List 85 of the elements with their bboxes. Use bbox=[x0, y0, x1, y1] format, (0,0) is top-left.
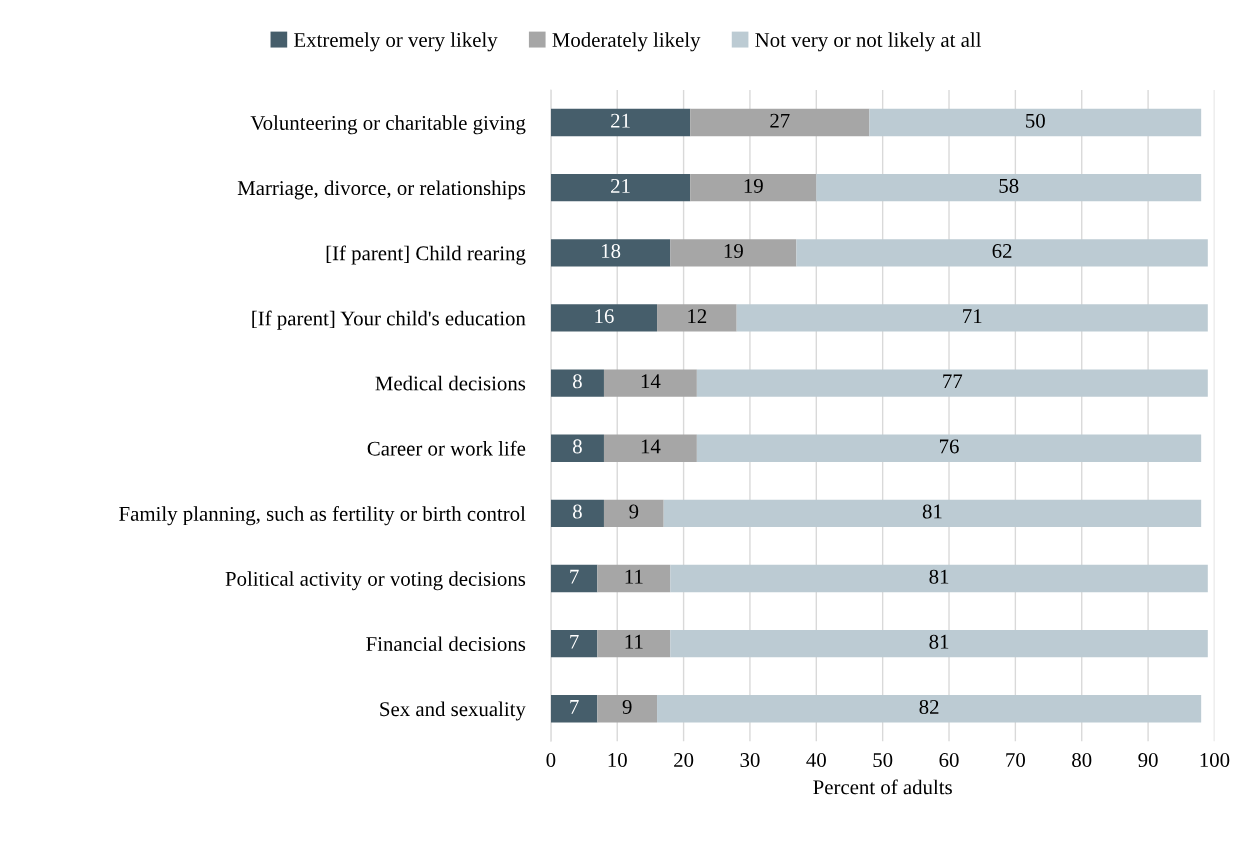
bar bbox=[603, 434, 697, 462]
bar bbox=[869, 108, 1202, 137]
bar bbox=[550, 629, 598, 658]
x-tick-label: 90 bbox=[1138, 753, 1158, 768]
x-tick-label: 30 bbox=[740, 753, 760, 768]
x-tick-label: 60 bbox=[939, 753, 959, 768]
x-tick-label: 80 bbox=[1072, 753, 1092, 768]
bar bbox=[670, 629, 1208, 658]
y-tick-label: Political activity or voting decisions bbox=[225, 571, 526, 591]
x-tick-label: 100 bbox=[1200, 753, 1230, 768]
data-label: 14 bbox=[641, 374, 661, 389]
data-label: 82 bbox=[919, 699, 939, 714]
data-label: 21 bbox=[611, 113, 630, 128]
bar bbox=[657, 695, 1202, 723]
data-label: 7 bbox=[570, 569, 579, 584]
y-tick-label: Family planning, such as fertility or birth control bbox=[119, 506, 526, 526]
bar bbox=[550, 174, 691, 202]
bar bbox=[550, 564, 598, 593]
bar bbox=[696, 434, 1202, 462]
x-tick-label: 0 bbox=[546, 753, 556, 768]
x-tick-label: 70 bbox=[1006, 753, 1025, 768]
y-tick-label: [If parent] Your child's education bbox=[252, 310, 526, 330]
bar bbox=[603, 369, 697, 397]
data-label: 81 bbox=[929, 569, 949, 584]
bar bbox=[550, 434, 604, 462]
data-label: 8 bbox=[573, 504, 582, 519]
data-label: 58 bbox=[999, 178, 1019, 193]
data-label: 8 bbox=[573, 374, 582, 389]
bar bbox=[550, 369, 604, 397]
bar bbox=[550, 499, 604, 528]
y-tick-label: Career or work life bbox=[367, 440, 526, 456]
data-label: 81 bbox=[922, 504, 942, 519]
bar bbox=[796, 239, 1208, 267]
bar bbox=[670, 239, 797, 267]
bar bbox=[550, 695, 598, 723]
bar bbox=[597, 564, 671, 593]
data-label: 62 bbox=[992, 244, 1012, 259]
legend-label: Extremely or very likely bbox=[294, 32, 498, 52]
bar bbox=[690, 108, 870, 137]
x-tick-label: 20 bbox=[674, 753, 694, 768]
bar bbox=[696, 369, 1208, 397]
bar bbox=[603, 499, 664, 528]
data-label: 7 bbox=[570, 634, 579, 649]
data-label: 77 bbox=[943, 374, 963, 389]
x-tick-label: 10 bbox=[608, 753, 627, 768]
bar bbox=[663, 499, 1202, 528]
y-tick-label: Volunteering or charitable giving bbox=[250, 115, 526, 135]
x-tick-label: 40 bbox=[806, 753, 826, 768]
data-label: 11 bbox=[625, 634, 643, 649]
bar bbox=[657, 304, 737, 332]
bar bbox=[550, 239, 671, 267]
data-label: 9 bbox=[629, 504, 639, 519]
data-label: 71 bbox=[963, 309, 982, 323]
data-label: 21 bbox=[611, 178, 630, 193]
legend-label: Moderately likely bbox=[552, 32, 701, 52]
x-axis-title: Percent of adults bbox=[813, 779, 952, 795]
data-label: 76 bbox=[939, 439, 959, 454]
bar bbox=[597, 629, 671, 658]
data-label: 8 bbox=[573, 439, 582, 454]
data-label: 12 bbox=[688, 309, 707, 323]
bar bbox=[550, 108, 691, 137]
y-tick-label: [If parent] Child rearing bbox=[326, 245, 526, 265]
bar bbox=[736, 304, 1208, 332]
data-label: 50 bbox=[1026, 113, 1045, 128]
y-tick-label: Medical decisions bbox=[375, 375, 526, 391]
y-tick-label: Marriage, divorce, or relationships bbox=[237, 180, 526, 200]
x-tick-label: 50 bbox=[873, 753, 893, 768]
data-label: 14 bbox=[641, 439, 661, 454]
data-label: 9 bbox=[622, 699, 632, 714]
y-tick-label: Financial decisions bbox=[366, 636, 526, 652]
data-label: 18 bbox=[602, 243, 621, 259]
bar bbox=[550, 304, 658, 332]
data-label: 19 bbox=[724, 244, 743, 259]
data-label: 11 bbox=[625, 569, 643, 584]
data-label: 19 bbox=[744, 178, 763, 193]
bar bbox=[816, 174, 1202, 202]
bar bbox=[690, 174, 817, 202]
bar bbox=[670, 564, 1208, 593]
data-label: 81 bbox=[929, 634, 949, 649]
y-tick-label: Sex and sexuality bbox=[380, 701, 526, 721]
data-label: 27 bbox=[770, 113, 790, 128]
legend-label: Not very or not likely at all bbox=[755, 32, 982, 52]
data-label: 7 bbox=[570, 700, 579, 714]
data-label: 16 bbox=[595, 309, 614, 324]
bar bbox=[597, 695, 658, 723]
